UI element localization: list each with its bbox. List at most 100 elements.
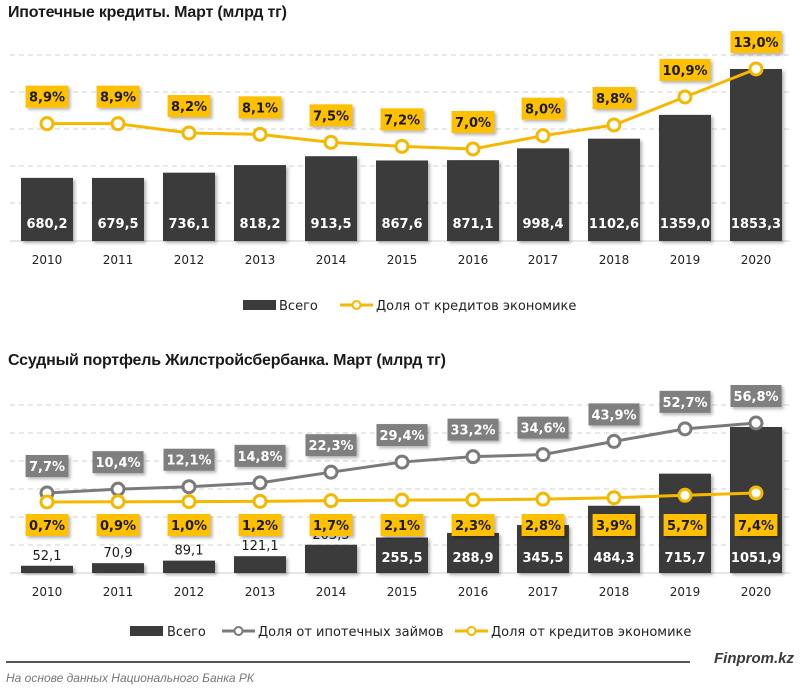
line-point-economy xyxy=(39,494,55,510)
bar-value-label: 70,9 xyxy=(104,546,133,561)
x-tick-label: 2015 xyxy=(387,585,418,599)
line-data-label-text: 7,0% xyxy=(455,116,491,131)
line-point xyxy=(252,126,268,142)
x-tick-label: 2014 xyxy=(316,585,347,599)
bar-value-label: 288,9 xyxy=(452,551,493,566)
line-data-label-text: 8,8% xyxy=(596,92,632,107)
line-point xyxy=(677,89,693,105)
chart-title-hcsbk: Ссудный портфель Жилстройсбербанка. Март… xyxy=(8,352,446,369)
line-data-label-text: 13,0% xyxy=(733,36,778,51)
bar-2013 xyxy=(234,556,286,573)
line-point-economy xyxy=(465,492,481,508)
line-data-label-mortgage-text: 10,4% xyxy=(95,456,140,471)
legend-label-total: Всего xyxy=(279,299,318,314)
line-point-economy xyxy=(181,494,197,510)
line-data-label-economy: 0,9% xyxy=(96,514,140,536)
line-data-label-box xyxy=(167,95,211,117)
line-point xyxy=(181,125,197,141)
line-data-label-economy: 1,7% xyxy=(309,514,353,536)
line-data-label: 7,5% xyxy=(309,104,353,127)
legend-label-total: Всего xyxy=(167,625,206,640)
bar-value-label: 1051,9 xyxy=(731,551,781,566)
line-data-label-mortgage-box xyxy=(92,451,144,474)
line-data-label-box xyxy=(238,96,282,119)
line-point xyxy=(606,117,622,133)
x-tick-label: 2010 xyxy=(32,585,63,599)
x-tick-label: 2013 xyxy=(245,585,276,599)
bar-2019 xyxy=(659,114,711,241)
line-data-label-mortgage: 52,7% xyxy=(659,390,711,413)
line-data-label-economy-box xyxy=(96,514,140,536)
line-data-label-economy-box xyxy=(521,514,565,536)
bar-2017 xyxy=(517,148,569,241)
line-data-label-box xyxy=(521,97,565,120)
line-data-label-mortgage-box xyxy=(447,418,499,441)
line-point-mortgage xyxy=(606,433,622,449)
x-tick-label: 2019 xyxy=(670,585,701,599)
x-tick-label: 2010 xyxy=(32,253,63,267)
line-data-label-economy: 7,4% xyxy=(734,514,778,536)
bar-2015 xyxy=(376,160,428,241)
legend-marker xyxy=(466,626,477,636)
line-data-label-mortgage-box xyxy=(517,416,569,439)
bar-value-label: 867,6 xyxy=(381,217,422,232)
x-tick-label: 2012 xyxy=(174,585,205,599)
bar-2018 xyxy=(588,138,640,241)
bar-2016 xyxy=(447,532,499,573)
line-data-label-economy-text: 0,7% xyxy=(29,519,65,534)
line-point xyxy=(465,141,481,157)
line-data-label-box xyxy=(592,87,636,109)
x-tick-label: 2020 xyxy=(741,585,772,599)
bar-value-label: 715,7 xyxy=(664,551,705,566)
line-point xyxy=(535,128,551,144)
bar-value-label: 818,2 xyxy=(239,217,280,232)
line-point-mortgage xyxy=(677,421,693,437)
line-point xyxy=(394,138,410,154)
bar-2012 xyxy=(163,172,215,241)
line-data-label-economy-text: 0,9% xyxy=(100,519,136,534)
line-point-mortgage xyxy=(535,447,551,463)
line-data-label-mortgage-text: 43,9% xyxy=(591,408,636,423)
line-data-label-box xyxy=(309,104,353,127)
legend: Всего Доля от кредитов экономике xyxy=(243,299,576,314)
bar-2011 xyxy=(92,563,144,573)
line-data-label-economy-text: 1,0% xyxy=(171,519,207,534)
line-data-label-economy-text: 1,7% xyxy=(313,519,349,534)
line-data-label-text: 8,1% xyxy=(242,101,278,116)
x-tick-label: 2020 xyxy=(741,253,772,267)
line-point-economy xyxy=(323,493,339,509)
x-tick-label: 2018 xyxy=(599,253,630,267)
line-data-label-mortgage-text: 22,3% xyxy=(308,439,353,454)
bar-value-label: 736,1 xyxy=(168,217,209,232)
line-data-label-mortgage-box xyxy=(25,455,69,477)
line-data-label: 8,8% xyxy=(592,87,636,109)
line-point-economy xyxy=(535,491,551,507)
line-point-economy xyxy=(748,485,764,501)
legend-marker xyxy=(233,626,244,636)
bar-2011 xyxy=(92,177,144,241)
source-note: На основе данных Национального Банка РК xyxy=(6,671,254,685)
line-data-label: 7,2% xyxy=(380,108,424,131)
line-data-label-text: 7,2% xyxy=(384,113,420,128)
line-point xyxy=(748,61,764,77)
line-data-label-mortgage-text: 7,7% xyxy=(29,460,65,475)
line-data-label-mortgage: 7,7% xyxy=(25,455,69,477)
bar-2013 xyxy=(234,165,286,241)
line-data-label-mortgage-box xyxy=(305,434,357,457)
line-point-mortgage xyxy=(110,481,126,497)
line-data-label-mortgage-box xyxy=(730,385,782,407)
line-point-mortgage xyxy=(252,475,268,491)
line-point-economy xyxy=(677,487,693,503)
line-data-label-economy-box xyxy=(309,514,353,536)
bar-value-label: 1102,6 xyxy=(589,217,639,232)
line-data-label-mortgage-text: 12,1% xyxy=(166,454,211,469)
line-data-label-economy-box xyxy=(592,514,636,536)
line-data-label: 8,0% xyxy=(521,97,565,120)
x-tick-label: 2016 xyxy=(458,585,489,599)
line-data-label: 8,1% xyxy=(238,96,282,119)
line-data-label-box xyxy=(25,85,69,108)
x-tick-label: 2011 xyxy=(103,585,134,599)
line-data-label-text: 8,0% xyxy=(525,103,561,118)
line-data-label-economy-box xyxy=(734,514,778,536)
